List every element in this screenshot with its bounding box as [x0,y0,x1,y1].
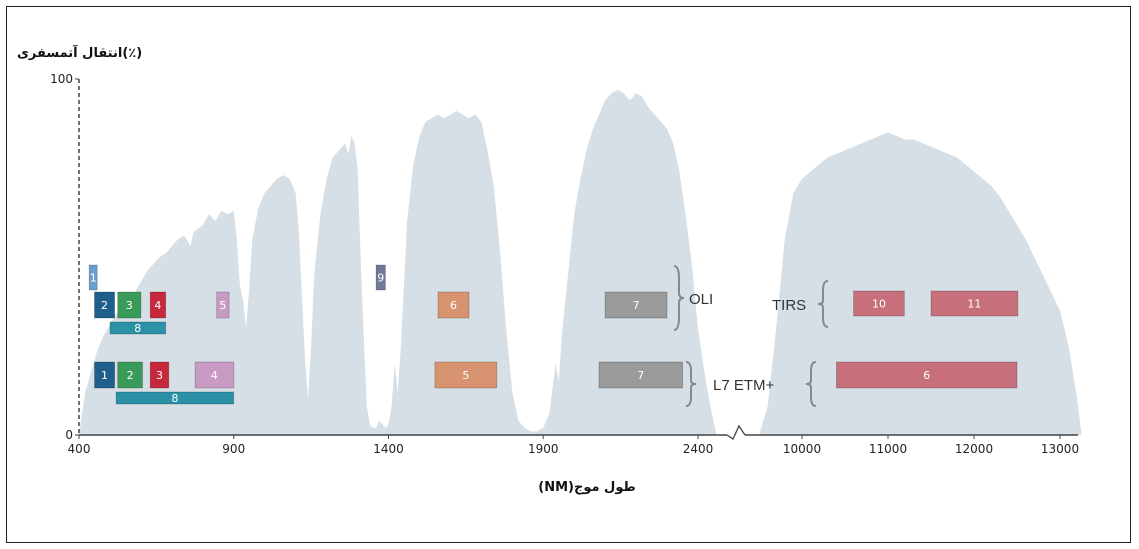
band-label: 2 [127,369,134,382]
band-etm-5 [434,361,498,389]
band-oli-5 [216,291,230,319]
etm-brace [685,361,697,407]
band-label: 3 [126,299,133,312]
etm-thermal-brace [805,361,817,407]
x-tick-label: 12000 [955,442,993,456]
x-tick-label: 11000 [869,442,907,456]
y-tick-label: 100 [50,72,73,86]
x-tick-label: 900 [222,442,245,456]
band-label: 5 [462,369,469,382]
band-label: 1 [101,369,108,382]
band-label: 10 [872,298,886,311]
x-tick-label: 2400 [683,442,714,456]
band-etm-8 [115,391,235,405]
band-label: 4 [154,299,161,312]
axis-layer: 0 100 400 900 1400 1900 2400 10000 11000 12000 130… [50,72,1079,456]
tirs-brace [817,280,829,328]
band-label: 7 [637,369,644,382]
band-etm-3 [149,361,170,389]
band-oli-4 [149,291,167,319]
band-oli-6 [437,291,470,319]
x-tick-label: 1400 [373,442,404,456]
y-axis-label: انتقال آتمسفری(٪) [17,44,142,61]
band-label: 2 [101,299,108,312]
band-label: 1 [90,272,97,285]
x-tick-label: 10000 [783,442,821,456]
band-etm-4 [194,361,235,389]
x-axis-label: (NM)طول موج [538,480,635,495]
x-tick-label: 1900 [528,442,559,456]
band-oli-1 [88,264,98,291]
band-label: 4 [211,369,218,382]
sensor-label-layer: OLI L7 ETM+ TIRS [673,265,829,407]
x-tick-label: 400 [68,442,91,456]
atmospheric-transmission-chart: 0 100 400 900 1400 1900 2400 10000 11000 12000 130… [17,44,1082,495]
band-label: 7 [633,299,640,312]
band-label: 9 [377,272,384,285]
band-label: 8 [171,392,178,405]
band-th6-6 [836,361,1018,389]
band-oli-7 [604,291,668,319]
band-label: 8 [134,322,141,335]
x-axis-break [726,424,746,440]
band-label: 3 [156,369,163,382]
band-oli-9 [375,264,386,291]
band-label: 5 [219,299,226,312]
band-label: 6 [450,299,457,312]
band-tirs-10 [853,290,905,317]
band-etm-1 [94,361,116,389]
sensor-label-tirs: TIRS [772,297,806,314]
band-etm-7 [598,361,683,389]
band-oli-8 [109,321,167,335]
oli-brace [673,265,685,331]
transmission-area-visible-swir [79,89,717,435]
band-tirs-11 [930,290,1019,317]
band-label: 6 [923,369,930,382]
transmission-area-layer [79,89,1082,435]
chart-frame: 0 100 400 900 1400 1900 2400 10000 11000 12000 130… [6,6,1131,543]
band-oli-2 [94,291,116,319]
band-label: 11 [967,298,981,311]
band-oli-3 [117,291,142,319]
sensor-label-etm: L7 ETM+ [713,377,775,394]
band-etm-2 [117,361,143,389]
y-tick-label: 0 [65,428,73,442]
transmission-area-thermal [759,132,1082,435]
x-tick-label: 13000 [1041,442,1079,456]
sensor-label-oli: OLI [689,291,713,308]
